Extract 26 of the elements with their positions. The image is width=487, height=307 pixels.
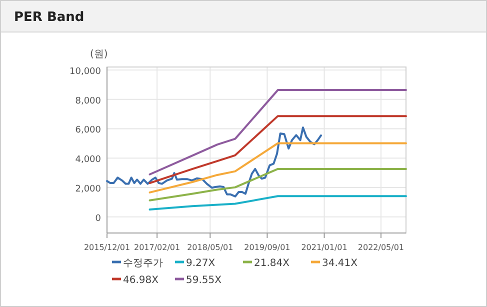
line-series <box>106 126 322 198</box>
line-series <box>148 89 407 176</box>
legend-label: 46.98X <box>123 275 159 286</box>
legend-label: 59.55X <box>186 275 222 286</box>
line-series <box>148 168 407 202</box>
x-tick-label: 2017/02/01 <box>134 243 180 252</box>
y-tick-label: 0 <box>95 214 102 224</box>
line-series <box>148 195 407 210</box>
chart-title: PER Band <box>14 10 84 25</box>
x-tick-label: 2021/01/01 <box>301 243 348 252</box>
y-tick-label: 2,000 <box>75 184 102 194</box>
legend-label: 34.41X <box>322 258 358 269</box>
x-tick-label: 2015/12/01 <box>84 243 130 252</box>
x-tick-label: 2019/09/01 <box>244 243 290 252</box>
y-tick-label: 8,000 <box>75 96 102 106</box>
y-tick-label: 6,000 <box>75 126 102 136</box>
line-series <box>148 142 407 194</box>
x-tick-label: 2018/05/01 <box>187 243 234 252</box>
line-series <box>148 115 407 184</box>
legend-label: 수정주가 <box>123 258 163 269</box>
y-tick-label: 10,000 <box>70 66 102 77</box>
y-tick-label: 4,000 <box>75 155 102 166</box>
legend-label: 9.27X <box>186 258 216 269</box>
legend-label: 21.84X <box>254 258 290 269</box>
x-tick-label: 2022/05/01 <box>358 243 404 252</box>
y-axis-title: (원) <box>90 49 108 60</box>
